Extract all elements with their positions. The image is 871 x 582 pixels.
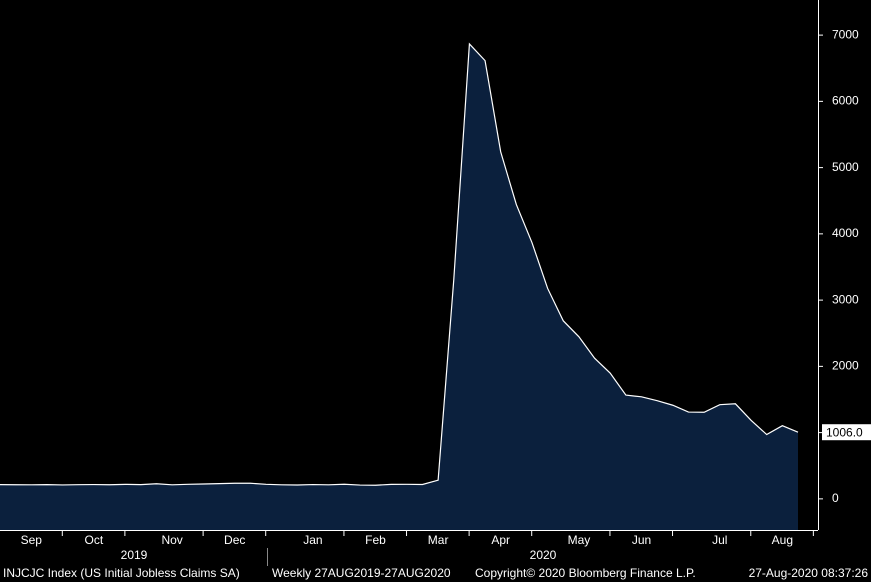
- x-tick-label: May: [568, 533, 591, 547]
- area: [0, 43, 798, 530]
- year-label: 2020: [530, 548, 557, 562]
- x-tick-label: Mar: [428, 533, 449, 547]
- footer-time: 27-Aug-2020 08:37:26: [749, 566, 869, 580]
- x-tick-label: Nov: [161, 533, 182, 547]
- x-tick-label: Oct: [85, 533, 104, 547]
- y-tick-label: 7000: [832, 27, 859, 41]
- x-tick-label: Jul: [712, 533, 727, 547]
- y-tick-label: 3000: [832, 292, 859, 306]
- footer-range: Weekly 27AUG2019-27AUG2020: [272, 566, 451, 580]
- footer-series: INJCJC Index (US Initial Jobless Claims …: [3, 566, 240, 580]
- x-tick-label: Dec: [224, 533, 245, 547]
- x-tick-label: Feb: [365, 533, 386, 547]
- last-value-box: [822, 424, 871, 441]
- footer-copyright: Copyright© 2020 Bloomberg Finance L.P.: [475, 566, 696, 580]
- y-tick-label: 2000: [832, 359, 859, 373]
- x-tick-label: Apr: [491, 533, 510, 547]
- x-tick-label: Sep: [21, 533, 43, 547]
- x-tick-label: Jun: [632, 533, 651, 547]
- last-value-label: 1006.0: [826, 425, 863, 439]
- x-tick-label: Jan: [303, 533, 322, 547]
- y-tick-label: 6000: [832, 94, 859, 108]
- y-tick-label: 5000: [832, 160, 859, 174]
- line: [0, 42, 799, 486]
- y-tick-label: 0: [832, 491, 839, 505]
- year-label: 2019: [121, 548, 148, 562]
- x-tick-label: Aug: [772, 533, 793, 547]
- y-tick-label: 4000: [832, 226, 859, 240]
